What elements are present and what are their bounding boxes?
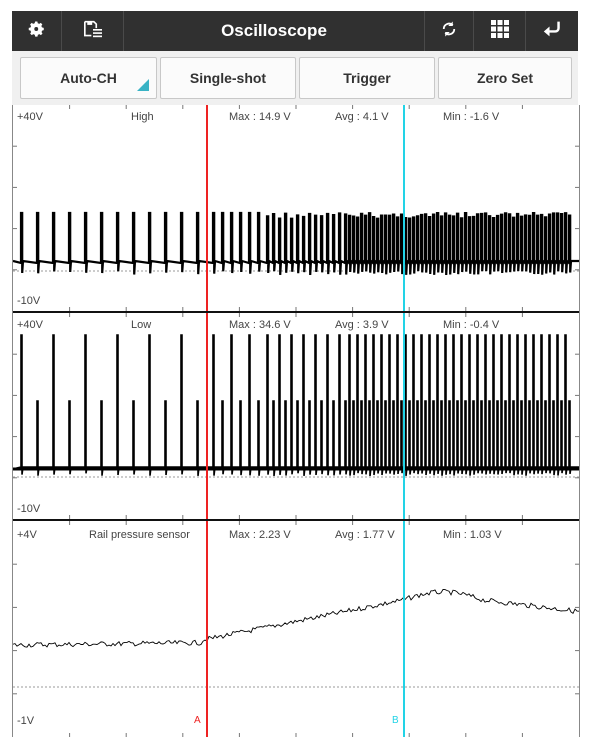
app-toolbar: Oscilloscope [12,11,578,51]
auto-ch-button[interactable]: Auto-CH [20,57,157,99]
single-shot-button[interactable]: Single-shot [160,57,296,99]
grid-icon [490,19,509,43]
ch1-bottom-scale: -10V [17,295,41,307]
scope-display[interactable]: +40V High Max : 14.9 V Avg : 4.1 V Min :… [12,105,580,737]
grid-button[interactable] [474,11,526,51]
ch3-top-scale: +4V [17,529,37,541]
ch3-name: Rail pressure sensor [89,529,190,541]
cursor-a-label[interactable]: A [194,715,201,726]
cursor-b-label[interactable]: B [392,715,399,726]
back-button[interactable] [526,11,578,51]
auto-ch-label: Auto-CH [60,70,117,86]
gear-icon [28,20,46,43]
settings-button[interactable] [12,11,62,51]
dropdown-corner-icon [137,79,149,91]
single-shot-label: Single-shot [189,70,267,86]
save-list-button[interactable] [62,11,124,51]
trigger-label: Trigger [343,70,391,86]
ch1-avg: Avg : 4.1 V [335,111,389,123]
app-title: Oscilloscope [221,21,327,40]
ch1-trace [13,211,579,276]
ch3-trace [13,589,579,648]
ch2-top-scale: +40V [17,319,43,331]
ch2-bottom-scale: -10V [17,503,41,515]
ch3-bottom-scale: -1V [17,715,35,727]
ch1-min: Min : -1.6 V [443,111,500,123]
ch3-avg: Avg : 1.77 V [335,529,395,541]
ch1-name: High [131,111,154,123]
zero-set-label: Zero Set [476,70,533,86]
ch2-avg: Avg : 3.9 V [335,319,389,331]
waveform-canvas[interactable] [13,105,579,737]
ch2-min: Min : -0.4 V [443,319,500,331]
trigger-button[interactable]: Trigger [299,57,435,99]
ch2-name: Low [131,319,152,331]
channel-divider [13,311,579,313]
channel-divider [13,519,579,521]
zero-set-button[interactable]: Zero Set [438,57,572,99]
control-button-bar: Auto-CH Single-shot Trigger Zero Set [12,51,578,106]
ch2-max: Max : 34.6 V [229,319,291,331]
ch3-max: Max : 2.23 V [229,529,291,541]
ch1-max: Max : 14.9 V [229,111,291,123]
ch2-trace [13,334,579,477]
ch3-min: Min : 1.03 V [443,529,502,541]
save-list-icon [83,20,103,43]
refresh-button[interactable] [424,11,474,51]
ch1-top-scale: +40V [17,111,43,123]
refresh-icon [440,20,458,43]
back-icon [542,20,562,43]
